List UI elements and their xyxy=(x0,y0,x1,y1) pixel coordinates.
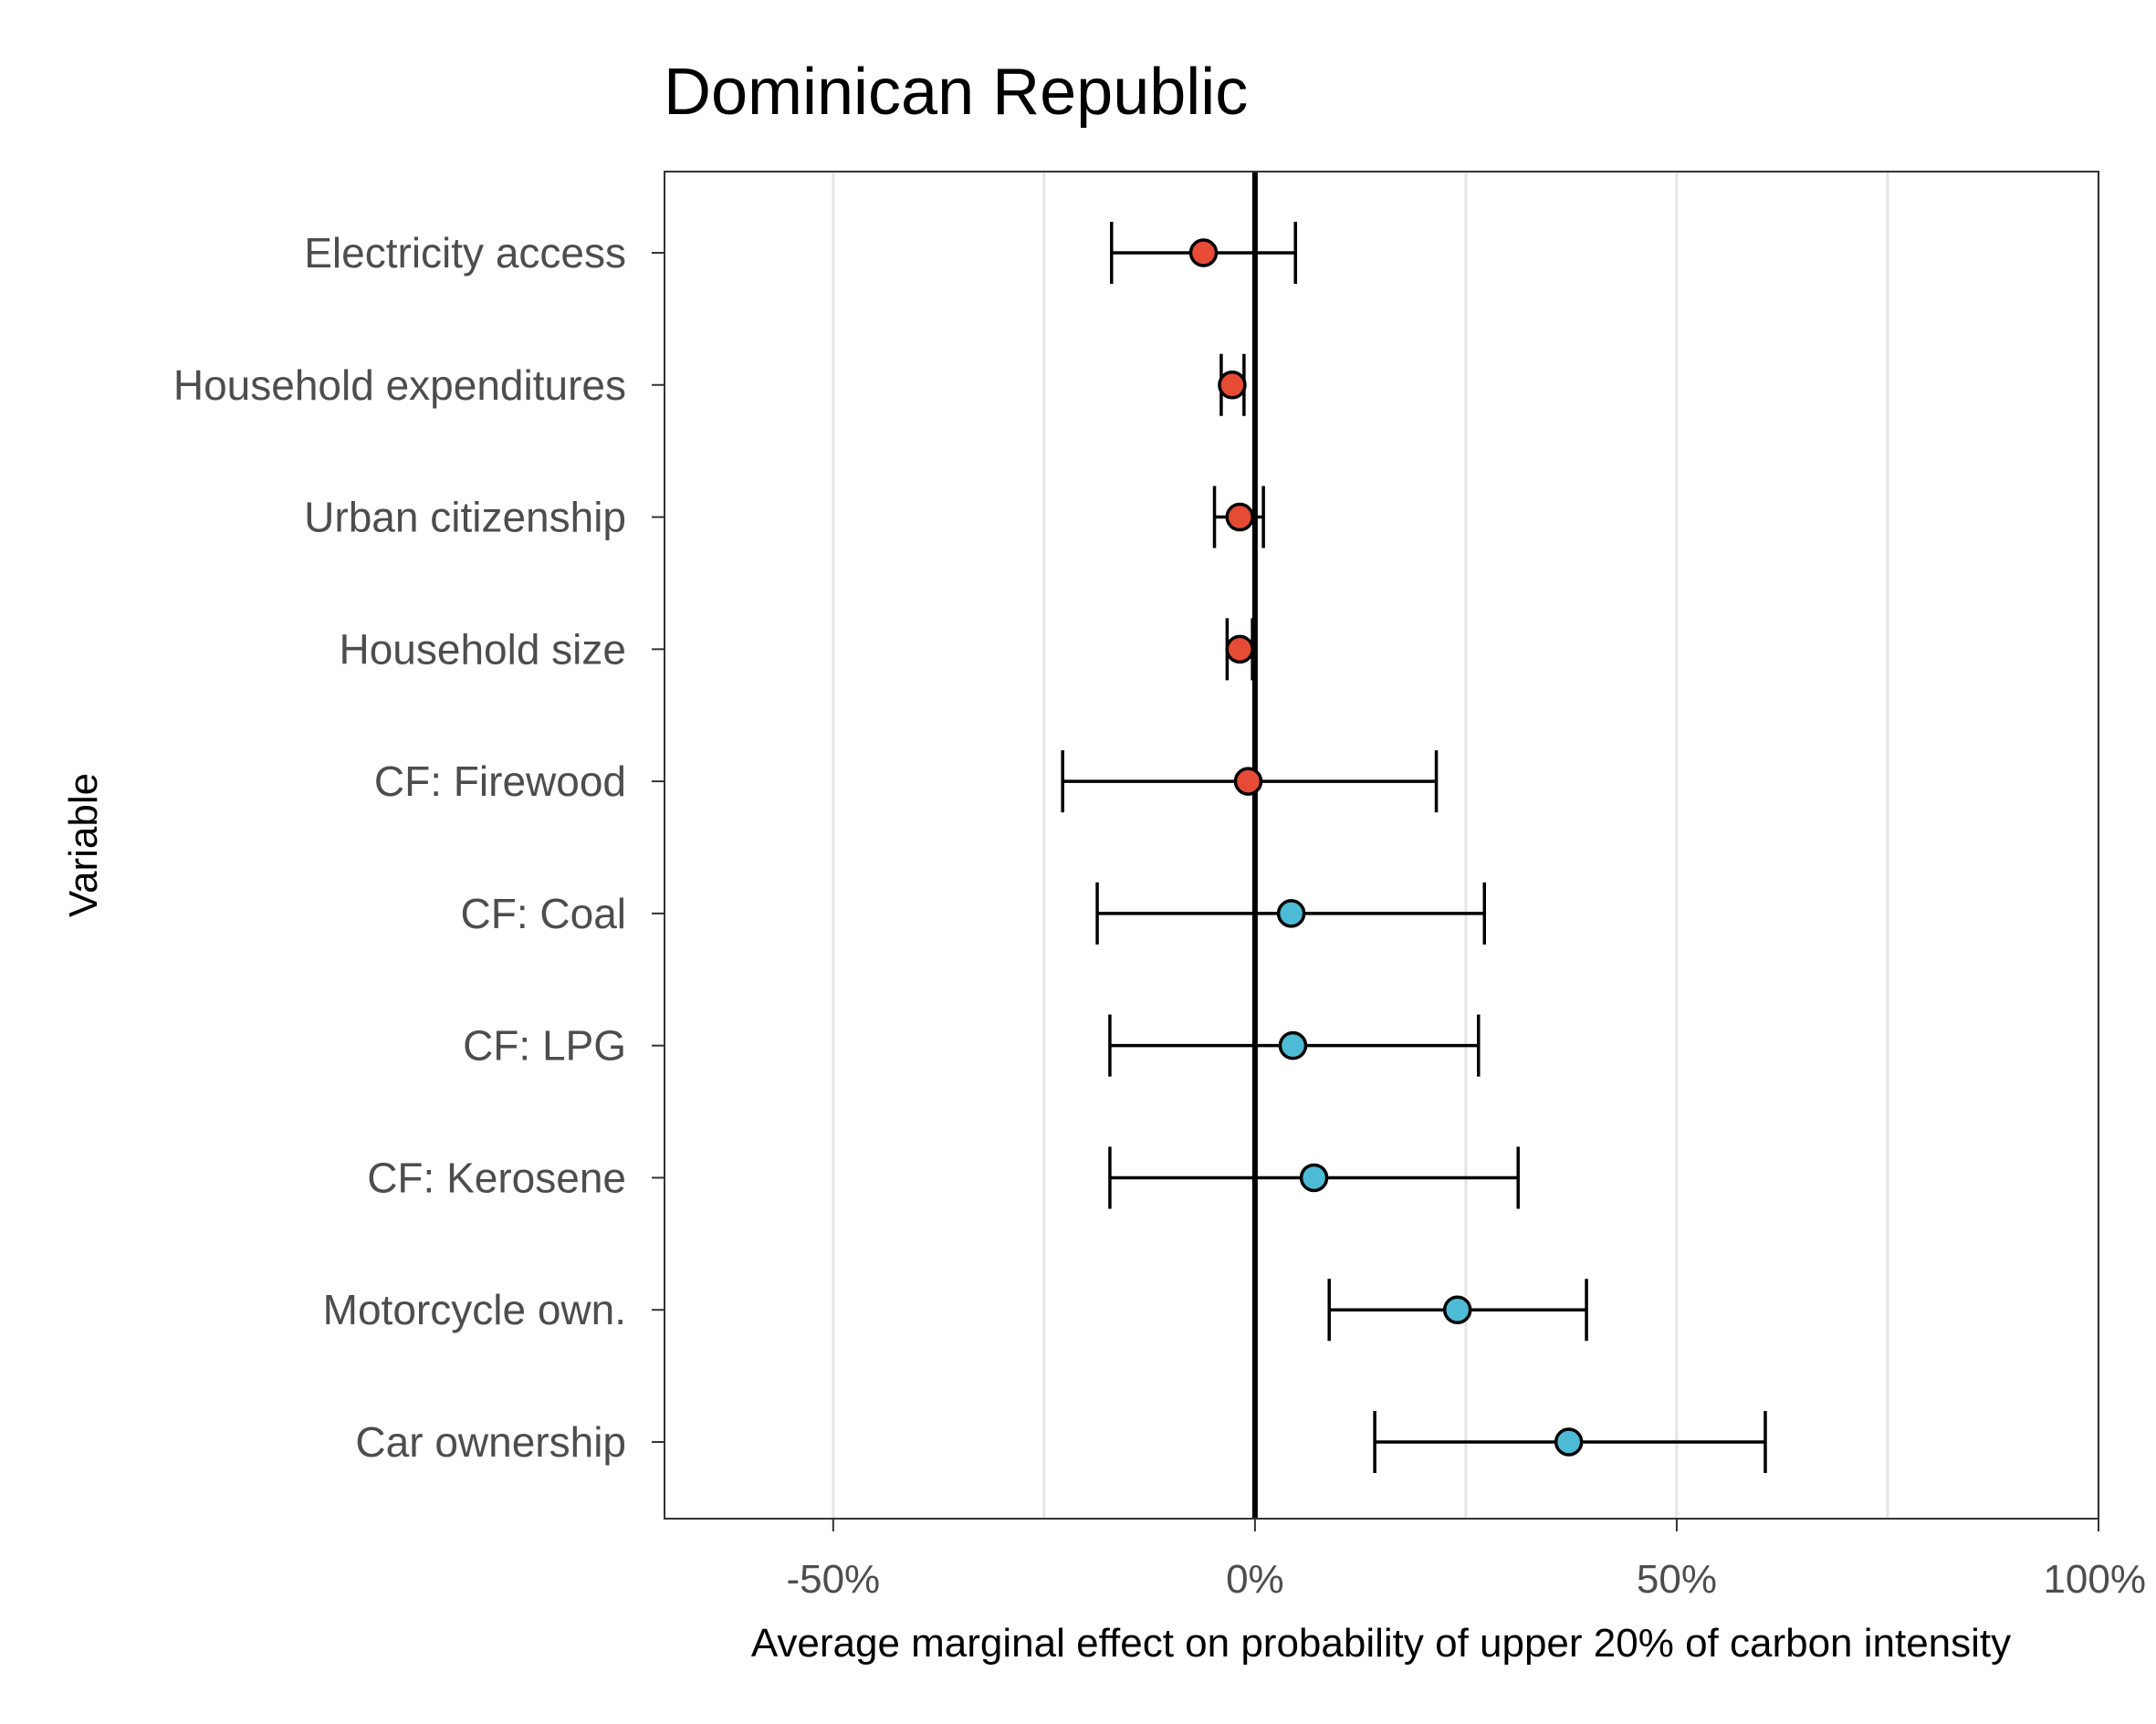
y-tick-label: Urban citizenship xyxy=(304,494,626,541)
y-tick-label: Electricity access xyxy=(304,229,626,277)
y-tick-label: Household expenditures xyxy=(173,361,626,409)
x-tick-label: 50% xyxy=(1637,1557,1717,1602)
y-tick-label: CF: Coal xyxy=(461,890,626,937)
estimate-point xyxy=(1225,634,1254,664)
estimate-point xyxy=(1233,767,1263,796)
estimate-point xyxy=(1225,502,1254,532)
estimate-point xyxy=(1442,1295,1472,1324)
chart-title: Dominican Republic xyxy=(664,56,1248,129)
y-tick-label: Household size xyxy=(339,625,626,673)
y-tick-label: Car ownership xyxy=(355,1418,626,1466)
y-axis: Electricity access Household expenditures… xyxy=(173,229,665,1466)
estimate-point xyxy=(1278,1030,1308,1061)
estimate-point xyxy=(1299,1163,1329,1193)
estimate-point xyxy=(1276,899,1306,928)
estimate-point xyxy=(1188,238,1219,267)
estimate-points xyxy=(1188,238,1584,1457)
y-tick-label: CF: Firewood xyxy=(374,758,626,805)
plot-panel-border xyxy=(664,171,2099,1520)
x-tick-label: 100% xyxy=(2043,1557,2146,1602)
y-tick-label: CF: LPG xyxy=(463,1022,626,1070)
estimate-point xyxy=(1218,371,1247,400)
y-tick-label: Motorcycle own. xyxy=(323,1286,626,1333)
error-bars xyxy=(1061,222,1767,1473)
x-tick-label: -50% xyxy=(786,1557,880,1602)
x-tick-label: 0% xyxy=(1226,1557,1284,1602)
x-axis-title: Average marginal effect on probability o… xyxy=(751,1621,2011,1666)
y-axis-title: Variable xyxy=(61,773,106,917)
estimate-point xyxy=(1554,1427,1584,1457)
x-axis: -50% 0% 50% 100% xyxy=(786,1519,2146,1602)
y-tick-label: CF: Kerosene xyxy=(367,1154,626,1201)
